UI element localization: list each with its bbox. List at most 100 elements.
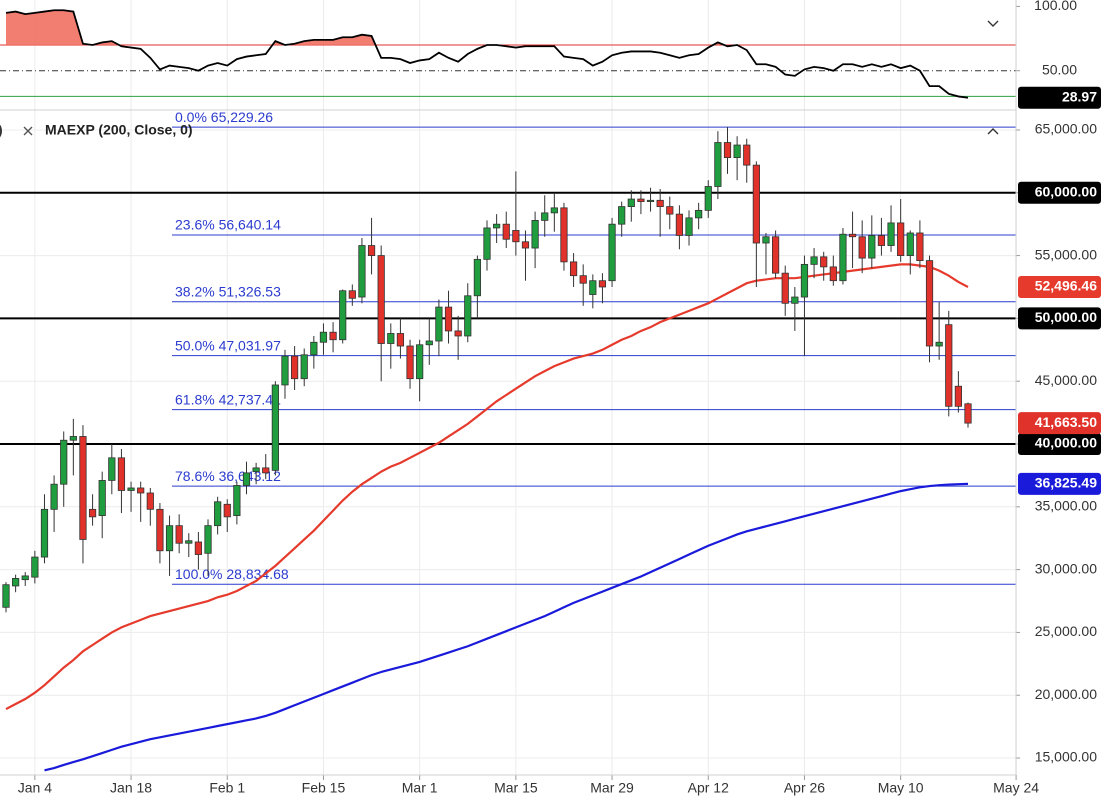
value-badge [1018,412,1101,435]
candle-body [945,324,953,407]
x-tick-label: Mar 29 [590,780,634,796]
candle-body [358,245,366,298]
candle-body [425,340,433,346]
y-tick-label: 55,000.00 [1035,246,1097,262]
candle-body [319,331,328,343]
candle-body [117,457,126,491]
y-tick-label: 50.00 [1042,61,1077,77]
value-badge [1018,276,1101,299]
candle-body [262,467,270,474]
candle-body [387,333,395,344]
candle-body [50,483,58,510]
candle-body [762,236,770,244]
candle-body [646,199,655,202]
value-badge [1018,472,1101,495]
x-tick-label: May 24 [993,780,1039,796]
x-tick-label: Mar 1 [402,780,438,796]
y-tick-label: 25,000.00 [1035,623,1097,639]
candle-body [502,223,510,240]
y-tick-label: 100.00 [1034,0,1077,13]
value-badge-label: 41,663.50 [1035,414,1097,430]
candle-body [204,525,212,554]
candle-body [906,232,914,256]
candle-body [165,525,174,552]
candle-body [137,487,145,494]
candle-body [704,186,712,211]
candle-body [416,344,424,380]
legend-prefix: ) [0,122,3,138]
candle-body [897,222,905,256]
fib-label: 0.0% 65,229.26 [175,109,273,125]
candle-body [223,503,231,518]
candle-body [810,256,818,265]
y-tick-label: 35,000.00 [1035,498,1097,514]
axis-layer: Jan 4 Jan 18 Feb 1 Feb 15 Mar 1 Mar 15 Mar 29 A… [18,0,1101,796]
y-tick-label: 50,000.00 [1035,309,1097,325]
value-badge-label: 28.97 [1062,88,1097,104]
candle-body [772,236,780,274]
candle-body [560,207,568,263]
candle-body [40,508,49,558]
candle-body [868,235,876,259]
y-tick-label: 20,000.00 [1035,686,1097,702]
candle-body [714,142,722,187]
candle-body [406,345,414,380]
candle-body [608,223,616,282]
candle-body [31,556,39,578]
candle-body [454,330,462,337]
candle-body [156,508,164,552]
candle-body [271,384,279,471]
candle-body [300,354,308,380]
candle-body [781,272,789,304]
candle-body [339,290,347,341]
level-badge [1018,181,1101,204]
expand-chevron[interactable] [987,128,999,135]
candle-body [685,217,693,236]
value-badge-label: 36,825.49 [1035,475,1097,491]
candle-body [473,258,481,297]
candle-body [233,485,241,517]
grid-layer [0,0,1017,775]
candle-body [127,487,135,491]
candle-body [925,260,934,347]
candle-body [858,236,866,259]
legend-label: MAEXP (200, Close, 0) [45,122,193,138]
candle-body [435,306,443,342]
candle-body [12,578,20,587]
close-icon[interactable] [23,126,33,136]
candle-body [954,385,962,407]
candle-body [964,403,972,424]
candle-body [493,223,501,229]
candle-body [367,245,376,256]
candle-body [21,575,29,581]
candle-body [598,280,607,288]
candle-body [329,331,337,341]
candle-body [483,227,491,260]
candle-body [791,296,799,304]
collapse-chevron[interactable] [987,20,999,27]
candle-body [627,198,635,207]
candle-body [310,341,318,356]
x-tick-label: Feb 15 [302,780,346,796]
fib-label: 23.6% 56,640.14 [175,217,281,233]
candle-body [695,209,703,219]
candle-body [877,235,886,246]
candle-body [800,263,809,298]
candle-body [521,241,530,249]
candle-body [281,355,289,386]
x-tick-label: Jan 18 [110,780,152,796]
fib-label: 38.2% 51,326.53 [175,283,281,299]
data-layer: 0.0% 65,229.26 23.6% 56,640.14 38.2% 51,32… [0,9,1016,772]
candle-body [743,144,751,166]
y-tick-label: 15,000.00 [1035,749,1097,765]
candle-body [252,467,260,473]
level-badge [1018,307,1101,330]
candle-body [675,213,684,236]
candle-body [2,584,10,608]
candle-body [348,290,356,299]
y-tick-label: 45,000.00 [1035,372,1097,388]
candle-body [935,341,943,347]
candle-body [839,233,847,282]
candle-body [396,333,405,347]
